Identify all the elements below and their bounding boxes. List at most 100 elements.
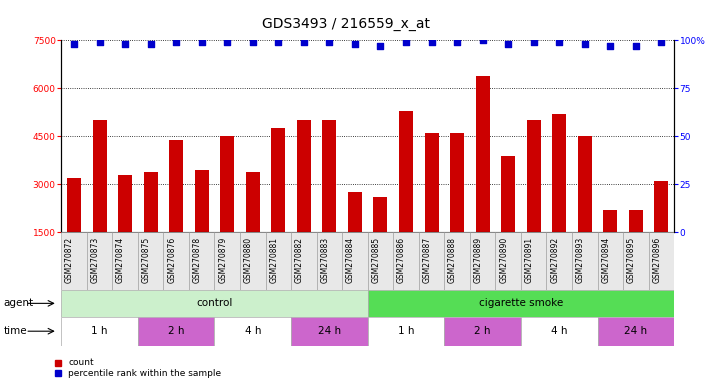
- Bar: [118, 175, 132, 280]
- Point: [554, 39, 565, 45]
- Bar: [521, 317, 598, 346]
- Point: [247, 39, 259, 45]
- Text: GSM270891: GSM270891: [525, 237, 534, 283]
- Point: [451, 39, 463, 45]
- Bar: [348, 192, 362, 280]
- Bar: [143, 172, 158, 280]
- Bar: [87, 232, 112, 290]
- Text: GSM270895: GSM270895: [627, 237, 636, 283]
- Text: GSM270882: GSM270882: [295, 237, 304, 283]
- Point: [68, 41, 80, 47]
- Point: [528, 39, 539, 45]
- Bar: [138, 232, 164, 290]
- Text: GDS3493 / 216559_x_at: GDS3493 / 216559_x_at: [262, 17, 430, 31]
- Text: GSM270884: GSM270884: [346, 237, 355, 283]
- Text: GSM270874: GSM270874: [116, 237, 125, 283]
- Text: GSM270887: GSM270887: [423, 237, 432, 283]
- Bar: [317, 232, 342, 290]
- Point: [170, 39, 182, 45]
- Bar: [61, 232, 87, 290]
- Bar: [598, 232, 623, 290]
- Bar: [220, 136, 234, 280]
- Text: GSM270876: GSM270876: [167, 237, 176, 283]
- Bar: [521, 232, 547, 290]
- Bar: [291, 232, 317, 290]
- Point: [324, 39, 335, 45]
- Text: GSM270879: GSM270879: [218, 237, 227, 283]
- Text: count: count: [68, 358, 94, 367]
- Bar: [629, 210, 643, 280]
- Bar: [547, 232, 572, 290]
- Point: [349, 41, 360, 47]
- Bar: [368, 317, 444, 346]
- Text: 1 h: 1 h: [92, 326, 108, 336]
- Bar: [61, 290, 368, 317]
- Text: 4 h: 4 h: [244, 326, 261, 336]
- Bar: [425, 133, 438, 280]
- Bar: [450, 133, 464, 280]
- Point: [503, 41, 514, 47]
- Bar: [552, 114, 566, 280]
- Point: [477, 37, 488, 43]
- Text: 1 h: 1 h: [398, 326, 415, 336]
- Bar: [572, 232, 598, 290]
- Point: [221, 39, 233, 45]
- Point: [273, 39, 284, 45]
- Bar: [501, 156, 516, 280]
- Text: cigarette smoke: cigarette smoke: [479, 298, 563, 308]
- Bar: [373, 197, 387, 280]
- Bar: [603, 210, 617, 280]
- Bar: [368, 232, 393, 290]
- Bar: [271, 128, 286, 280]
- Text: GSM270893: GSM270893: [576, 237, 585, 283]
- Bar: [240, 232, 265, 290]
- Text: time: time: [4, 326, 27, 336]
- Text: percentile rank within the sample: percentile rank within the sample: [68, 369, 221, 378]
- Bar: [399, 111, 413, 280]
- Point: [120, 41, 131, 47]
- Point: [400, 39, 412, 45]
- Text: GSM270894: GSM270894: [601, 237, 610, 283]
- Bar: [61, 317, 138, 346]
- Bar: [92, 120, 107, 280]
- Bar: [444, 232, 470, 290]
- Bar: [655, 181, 668, 280]
- Text: GSM270892: GSM270892: [550, 237, 559, 283]
- Bar: [195, 170, 209, 280]
- Text: GSM270878: GSM270878: [193, 237, 202, 283]
- Bar: [297, 120, 311, 280]
- Text: GSM270881: GSM270881: [270, 237, 278, 283]
- Bar: [112, 232, 138, 290]
- Point: [630, 43, 642, 49]
- Bar: [322, 120, 337, 280]
- Bar: [623, 232, 649, 290]
- Bar: [526, 120, 541, 280]
- Text: GSM270888: GSM270888: [448, 237, 457, 283]
- Text: GSM270880: GSM270880: [244, 237, 253, 283]
- Text: 2 h: 2 h: [474, 326, 491, 336]
- Text: control: control: [196, 298, 233, 308]
- Text: 2 h: 2 h: [168, 326, 185, 336]
- Point: [655, 39, 667, 45]
- Bar: [578, 136, 592, 280]
- Bar: [291, 317, 368, 346]
- Point: [145, 41, 156, 47]
- Bar: [265, 232, 291, 290]
- Point: [196, 39, 208, 45]
- Text: GSM270873: GSM270873: [91, 237, 99, 283]
- Bar: [368, 290, 674, 317]
- Text: 4 h: 4 h: [551, 326, 567, 336]
- Point: [604, 43, 616, 49]
- Bar: [649, 232, 674, 290]
- Bar: [169, 139, 183, 280]
- Bar: [476, 76, 490, 280]
- Text: agent: agent: [4, 298, 34, 308]
- Bar: [67, 178, 81, 280]
- Bar: [138, 317, 215, 346]
- Bar: [470, 232, 495, 290]
- Bar: [598, 317, 674, 346]
- Point: [426, 39, 438, 45]
- Bar: [164, 232, 189, 290]
- Bar: [393, 232, 419, 290]
- Text: GSM270890: GSM270890: [499, 237, 508, 283]
